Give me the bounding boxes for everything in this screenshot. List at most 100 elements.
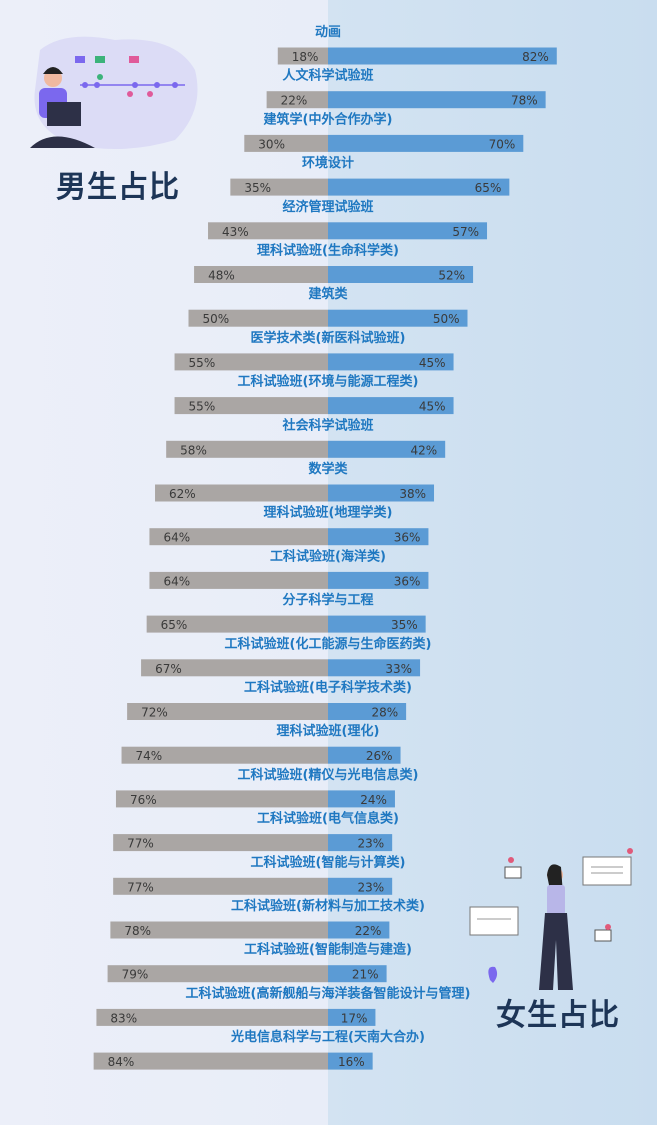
- category-label: 工科试验班(新材料与加工技术类): [231, 898, 425, 914]
- female-value-label: 24%: [360, 793, 387, 807]
- male-value-label: 84%: [108, 1055, 135, 1069]
- category-label: 动画: [315, 25, 341, 40]
- female-bar: [328, 571, 429, 589]
- female-bar: [328, 440, 446, 458]
- male-bar: [155, 484, 328, 502]
- female-bar: [328, 1052, 373, 1070]
- male-value-label: 55%: [189, 356, 216, 370]
- female-bar: [328, 309, 468, 327]
- female-bar: [328, 877, 393, 895]
- male-value-label: 58%: [180, 443, 207, 457]
- male-value-label: 50%: [203, 312, 230, 326]
- female-illustration: [469, 848, 633, 990]
- female-value-label: 21%: [352, 968, 379, 982]
- female-value-label: 23%: [357, 837, 384, 851]
- male-value-label: 55%: [189, 400, 216, 414]
- female-value-label: 23%: [357, 880, 384, 894]
- female-bar: [328, 790, 395, 808]
- category-label: 理科试验班(生命科学类): [257, 243, 399, 259]
- male-bar: [188, 309, 328, 327]
- male-value-label: 77%: [127, 880, 154, 894]
- category-label: 分子科学与工程: [282, 592, 373, 608]
- male-bar: [146, 615, 328, 633]
- female-bar: [328, 91, 546, 109]
- male-bar: [96, 1008, 329, 1026]
- male-bar: [208, 222, 328, 240]
- female-value-label: 52%: [438, 269, 465, 283]
- male-value-label: 74%: [136, 749, 163, 763]
- category-label: 工科试验班(电气信息类): [257, 811, 399, 827]
- female-bar: [328, 222, 488, 240]
- male-bar: [149, 571, 328, 589]
- female-value-label: 82%: [522, 50, 549, 64]
- male-bar: [141, 659, 328, 677]
- category-label: 环境设计: [302, 155, 354, 171]
- female-bar: [328, 353, 454, 371]
- male-bar: [113, 834, 328, 852]
- male-value-label: 43%: [222, 225, 249, 239]
- female-value-label: 36%: [394, 574, 421, 588]
- male-value-label: 18%: [292, 50, 319, 64]
- male-value-label: 64%: [163, 531, 190, 545]
- male-bar: [166, 440, 328, 458]
- female-value-label: 70%: [489, 137, 516, 151]
- male-value-label: 30%: [258, 137, 285, 151]
- female-value-label: 28%: [371, 706, 398, 720]
- male-bar: [115, 790, 329, 808]
- female-value-label: 35%: [391, 618, 418, 632]
- male-value-label: 35%: [244, 181, 271, 195]
- female-value-label: 50%: [433, 312, 460, 326]
- category-label: 光电信息科学与工程(天南大合办): [230, 1029, 425, 1045]
- female-bar: [328, 921, 390, 939]
- category-label: 数学类: [308, 461, 348, 477]
- male-bar: [121, 746, 328, 764]
- male-value-label: 65%: [161, 618, 188, 632]
- female-bar: [328, 965, 387, 983]
- female-bar: [328, 47, 557, 65]
- female-value-label: 33%: [385, 662, 412, 676]
- male-illustration: [30, 36, 198, 149]
- female-bar: [328, 528, 429, 546]
- female-value-label: 57%: [452, 225, 479, 239]
- female-value-label: 45%: [419, 400, 446, 414]
- male-bar: [194, 266, 328, 283]
- male-ratio-title: 男生占比: [56, 170, 180, 205]
- female-bar: [328, 1008, 376, 1026]
- category-label: 医学技术类(新医科试验班): [251, 330, 406, 346]
- category-label: 人文科学试验班: [282, 68, 373, 84]
- female-bar: [328, 615, 426, 633]
- female-value-label: 42%: [411, 443, 438, 457]
- male-value-label: 77%: [127, 837, 154, 851]
- female-value-label: 17%: [341, 1011, 368, 1025]
- female-bar: [328, 484, 435, 502]
- male-value-label: 83%: [110, 1011, 137, 1025]
- female-bar: [328, 397, 454, 415]
- female-bar: [328, 703, 407, 720]
- female-value-label: 36%: [394, 531, 421, 545]
- category-label: 社会科学试验班: [281, 417, 373, 433]
- male-bar: [174, 353, 328, 371]
- male-value-label: 62%: [169, 487, 196, 501]
- male-bar: [107, 965, 328, 983]
- female-value-label: 22%: [355, 924, 382, 938]
- female-bar: [328, 266, 474, 283]
- female-bar: [328, 134, 524, 152]
- category-label: 经济管理试验班: [282, 199, 373, 215]
- male-bar: [93, 1052, 328, 1070]
- category-label: 建筑学(中外合作办学): [264, 111, 393, 127]
- male-value-label: 76%: [130, 793, 157, 807]
- category-label: 工科试验班(智能与计算类): [251, 854, 406, 870]
- category-label: 工科试验班(环境与能源工程类): [238, 374, 419, 390]
- category-label: 工科试验班(高新舰船与海洋装备智能设计与管理): [186, 985, 471, 1001]
- male-bar: [174, 397, 328, 415]
- category-label: 工科试验班(智能制造与建造): [244, 942, 412, 958]
- female-value-label: 38%: [399, 487, 426, 501]
- male-value-label: 78%: [124, 924, 151, 938]
- male-bar: [113, 877, 328, 895]
- male-value-label: 67%: [155, 662, 182, 676]
- category-label: 工科试验班(化工能源与生命医药类): [225, 636, 432, 652]
- female-bar: [328, 746, 401, 764]
- female-value-label: 16%: [338, 1055, 365, 1069]
- male-bar: [277, 47, 328, 65]
